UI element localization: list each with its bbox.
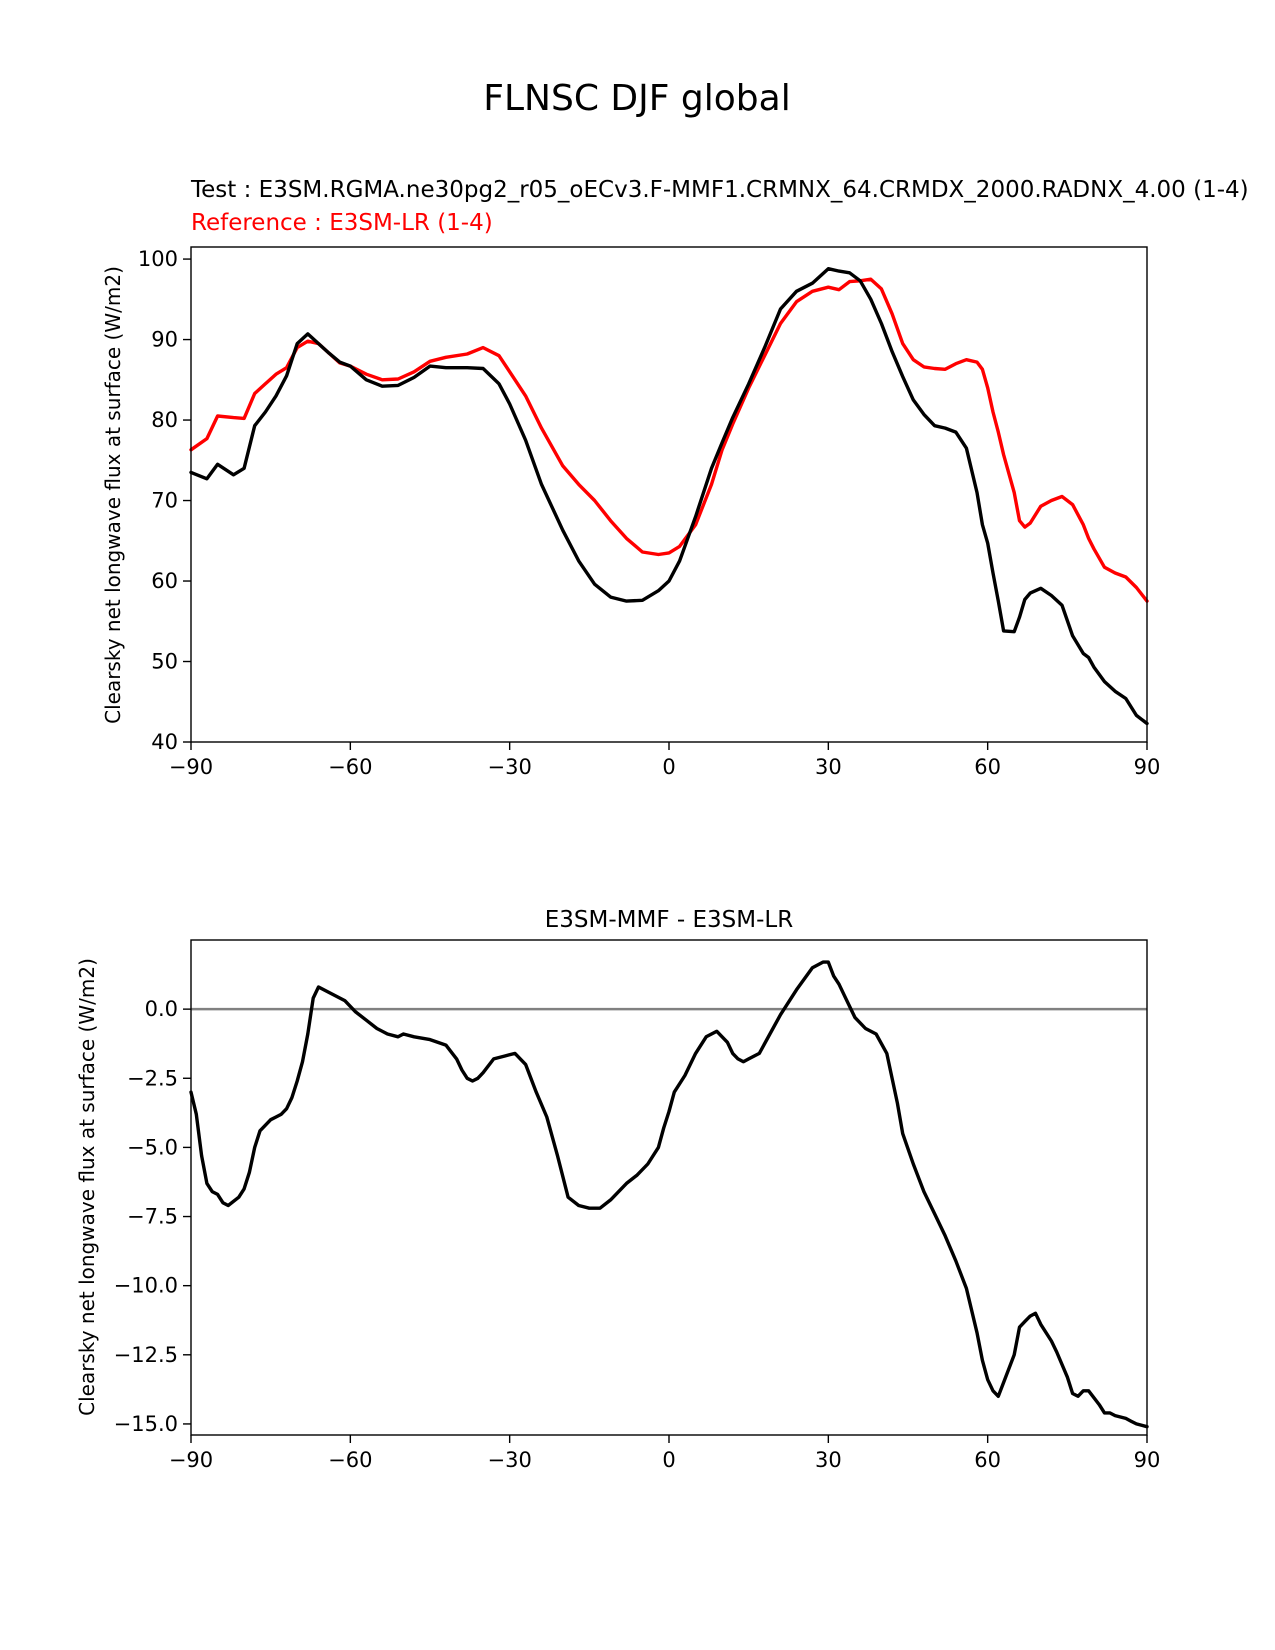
bottom-y-tick-label: −5.0 — [127, 1135, 178, 1159]
bottom-y-tick-label: −7.5 — [127, 1205, 178, 1229]
bottom-y-tick-label: −15.0 — [114, 1412, 178, 1436]
bottom-x-ticks: −90 −60 −30 0 30 60 90 — [169, 1435, 1161, 1472]
top-y-tick-label: 60 — [151, 569, 178, 593]
bottom-plot-area — [189, 960, 1149, 1429]
top-x-ticks: −90 −60 −30 0 30 60 90 — [169, 742, 1161, 779]
bottom-y-tick-label: 0.0 — [145, 997, 178, 1021]
bottom-x-tick-label: 90 — [1134, 1448, 1161, 1472]
top-y-tick-label: 40 — [151, 730, 178, 754]
top-x-tick-label: 0 — [662, 755, 675, 779]
top-series-test-line — [189, 267, 1149, 726]
top-x-tick-label: −90 — [169, 755, 213, 779]
top-x-tick-label: 30 — [815, 755, 842, 779]
bottom-x-tick-label: 30 — [815, 1448, 842, 1472]
top-y-tick-label: 100 — [138, 247, 178, 271]
bottom-x-tick-label: 0 — [662, 1448, 675, 1472]
bottom-x-tick-label: −90 — [169, 1448, 213, 1472]
top-x-tick-label: −60 — [328, 755, 372, 779]
bottom-y-tick-label: −12.5 — [114, 1343, 178, 1367]
top-y-tick-label: 50 — [151, 650, 178, 674]
test-label: Test : E3SM.RGMA.ne30pg2_r05_oECv3.F-MMF… — [190, 177, 1249, 203]
bottom-y-tick-label: −2.5 — [127, 1066, 178, 1090]
top-plot-area — [189, 267, 1149, 726]
reference-label: Reference : E3SM-LR (1-4) — [191, 210, 493, 236]
top-x-tick-label: −30 — [488, 755, 532, 779]
bottom-y-axis-label: Clearsky net longwave flux at surface (W… — [75, 958, 99, 1416]
bottom-y-ticks: 0.0 −2.5 −5.0 −7.5 −10.0 −12.5 −15.0 — [114, 997, 191, 1436]
top-y-ticks: 40 50 60 70 80 90 100 — [138, 247, 191, 754]
top-axes-frame — [190, 246, 1148, 743]
top-y-axis-label: Clearsky net longwave flux at surface (W… — [101, 266, 125, 724]
bottom-y-tick-label: −10.0 — [114, 1274, 178, 1298]
figure-suptitle: FLNSC DJF global — [483, 78, 790, 119]
top-y-tick-label: 70 — [151, 489, 178, 513]
bottom-axes-frame — [190, 939, 1148, 1436]
bottom-panel: E3SM-MMF - E3SM-LR Clearsky net longwave… — [75, 907, 1160, 1472]
top-panel: Test : E3SM.RGMA.ne30pg2_r05_oECv3.F-MMF… — [101, 177, 1249, 779]
top-x-tick-label: 60 — [974, 755, 1001, 779]
bottom-x-tick-label: −30 — [488, 1448, 532, 1472]
top-x-tick-label: 90 — [1134, 755, 1161, 779]
bottom-x-tick-label: −60 — [328, 1448, 372, 1472]
top-y-tick-label: 90 — [151, 328, 178, 352]
bottom-x-tick-label: 60 — [974, 1448, 1001, 1472]
bottom-series-e3sm-mmf-e3sm-lr-line — [189, 960, 1149, 1429]
top-y-tick-label: 80 — [151, 408, 178, 432]
bottom-panel-title: E3SM-MMF - E3SM-LR — [545, 907, 793, 933]
